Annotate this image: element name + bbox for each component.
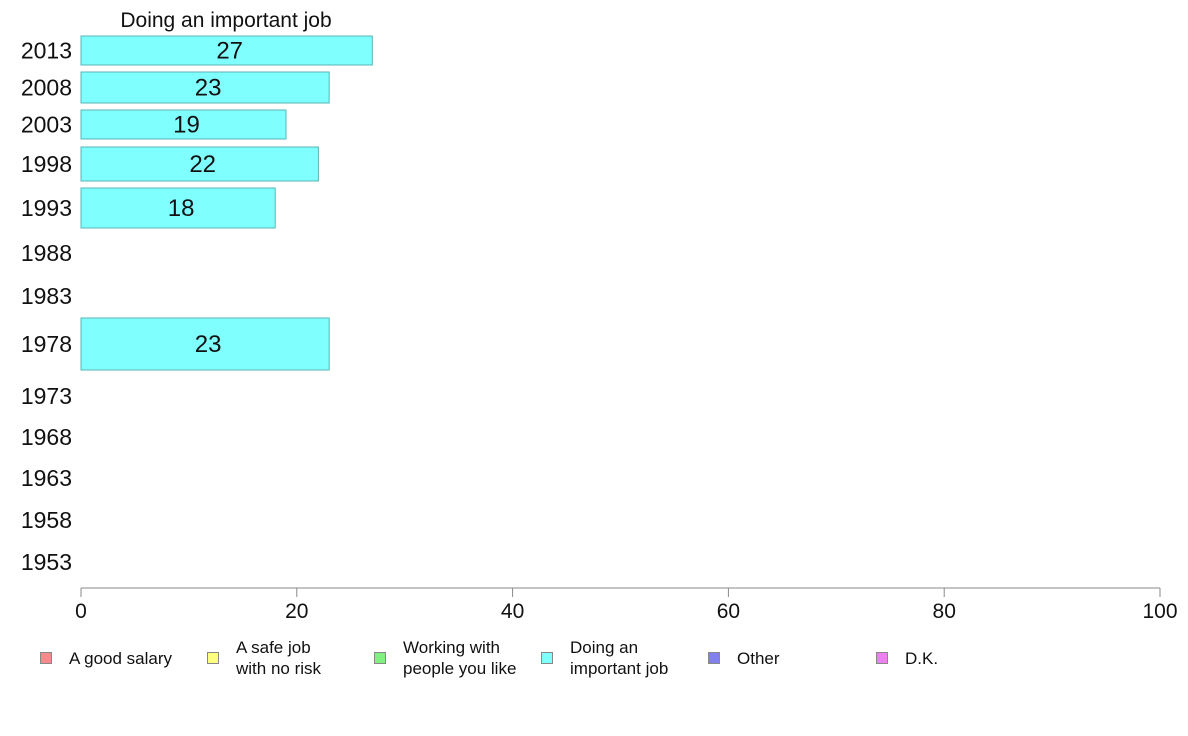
legend-label: Doing an important job (570, 638, 669, 678)
bar (80, 317, 330, 371)
legend-item: Working with people you like (374, 636, 516, 680)
legend-label: Other (737, 648, 780, 668)
bar (80, 109, 287, 140)
x-tick-label: 80 (933, 600, 956, 623)
x-tick-label: 100 (1142, 600, 1177, 623)
bar-chart: Doing an important job 27 23 19 22 18 23 2013… (21, 9, 1178, 623)
bar (80, 35, 373, 66)
legend-item: D.K. (876, 636, 938, 680)
bar-value-label: 19 (173, 112, 200, 139)
legend-label: A good salary (69, 648, 173, 668)
legend: A good salary A safe job with no risk Work… (0, 636, 1188, 686)
legend-swatch (374, 652, 386, 664)
legend-label: Working with people you like (403, 638, 517, 678)
legend-swatch (207, 652, 219, 664)
legend-swatch (876, 652, 888, 664)
legend-item: Other (708, 636, 780, 680)
chart-title: Doing an important job (120, 9, 331, 32)
category-label: 1958 (21, 507, 72, 533)
bar (80, 146, 319, 182)
bars-layer: 27 23 19 22 18 23 (80, 35, 373, 371)
bar-value-label: 18 (168, 195, 195, 222)
category-label: 2003 (21, 112, 72, 138)
bar-value-label: 27 (216, 38, 243, 65)
category-label: 1998 (21, 151, 72, 177)
bar-value-label: 23 (195, 331, 222, 358)
x-tick-label: 20 (285, 600, 308, 623)
bar (80, 187, 276, 229)
x-tick-label: 0 (75, 600, 87, 623)
bar-value-label: 23 (195, 75, 222, 102)
legend-item: A safe job with no risk (207, 636, 321, 680)
category-label: 2013 (21, 38, 72, 64)
x-tick-label: 60 (717, 600, 740, 623)
category-label: 1968 (21, 424, 72, 450)
category-label: 1983 (21, 283, 72, 309)
category-labels: 2013 2008 2003 1998 1993 1988 1983 1978 1973 1968… (21, 38, 72, 576)
bar (80, 71, 330, 104)
legend-swatch (40, 652, 52, 664)
x-tick-label: 40 (501, 600, 524, 623)
legend-swatch (541, 652, 553, 664)
legend-label: A safe job with no risk (236, 638, 322, 678)
category-label: 1973 (21, 383, 72, 409)
category-label: 1953 (21, 549, 72, 575)
category-label: 1988 (21, 240, 72, 266)
legend-label: D.K. (905, 648, 939, 668)
legend-swatch (708, 652, 720, 664)
legend-item: Doing an important job (541, 636, 668, 680)
category-label: 1978 (21, 331, 72, 357)
category-label: 1963 (21, 465, 72, 491)
category-label: 2008 (21, 75, 72, 101)
x-axis: 0 20 40 60 80 100 (75, 587, 1178, 623)
bar-value-label: 22 (189, 151, 216, 178)
category-label: 1993 (21, 195, 72, 221)
legend-item: A good salary (40, 636, 172, 680)
